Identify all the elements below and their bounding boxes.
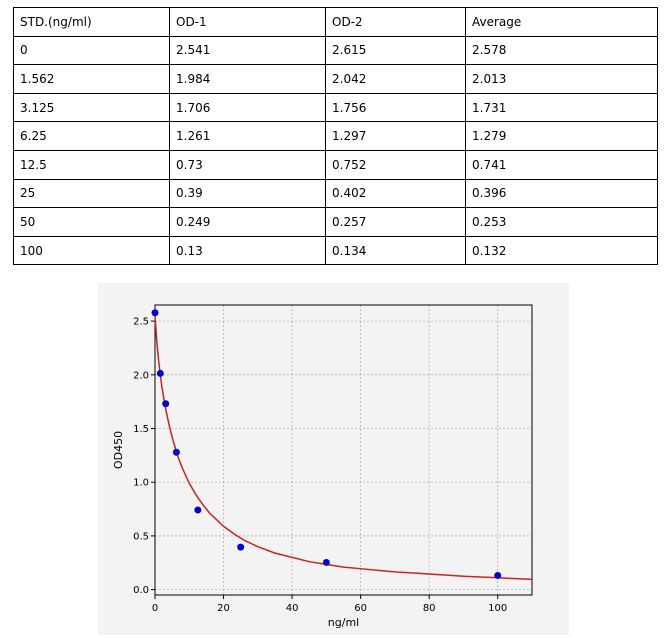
table-cell: 0.402 [325, 178, 466, 209]
table-row: 12.5 0.73 0.752 0.741 [13, 149, 658, 180]
table-cell: 2.042 [325, 64, 466, 94]
table-header-cell: Average [465, 7, 658, 37]
table-cell: 1.261 [169, 121, 326, 151]
y-tick-label: 0.5 [133, 531, 149, 542]
table-cell: 1.562 [13, 64, 170, 94]
table-cell: 1.706 [169, 92, 326, 123]
table-cell: 0.396 [465, 178, 658, 209]
plot-frame [154, 304, 533, 596]
table-cell: 12.5 [13, 149, 170, 180]
fit-curve [154, 315, 533, 581]
table-cell: 0.73 [169, 149, 326, 180]
y-tick-label: 0.0 [133, 585, 149, 596]
y-axis-ticks: 0.0 0.5 1.0 1.5 2.0 2.5 [133, 317, 155, 596]
data-point [194, 506, 202, 514]
table-cell: 1.984 [169, 64, 326, 94]
table-cell: 0.741 [465, 149, 658, 180]
table-row: 3.125 1.706 1.756 1.731 [13, 92, 658, 123]
table-cell: 2.615 [325, 35, 466, 66]
table-cell: 0.134 [325, 235, 466, 266]
table-header-row: STD.(ng/ml) OD-1 OD-2 Average [13, 7, 658, 37]
x-tick-label: 80 [423, 603, 436, 614]
data-points [151, 309, 502, 579]
x-tick-label: 0 [152, 603, 158, 614]
y-tick-label: 2.0 [133, 370, 149, 381]
table-cell: 3.125 [13, 92, 170, 123]
table-row: 50 0.249 0.257 0.253 [13, 207, 658, 237]
y-axis-label: OD450 [112, 431, 125, 469]
table-cell: 100 [13, 235, 170, 266]
table-cell: 6.25 [13, 121, 170, 151]
table-cell: 2.578 [465, 35, 658, 66]
x-tick-label: 100 [488, 603, 507, 614]
standard-table-body: STD.(ng/ml) OD-1 OD-2 Average 0 2.541 2.615 2.5… [13, 7, 658, 266]
table-row: 6.25 1.261 1.297 1.279 [13, 121, 658, 151]
data-point [494, 571, 502, 579]
data-point [322, 558, 330, 566]
x-tick-label: 20 [217, 603, 230, 614]
table-cell: 0.132 [465, 235, 658, 266]
y-tick-label: 1.0 [133, 478, 149, 489]
x-tick-label: 40 [286, 603, 299, 614]
table-row: 25 0.39 0.402 0.396 [13, 178, 658, 209]
table-cell: 2.013 [465, 64, 658, 94]
data-point [237, 543, 245, 551]
grid [154, 305, 532, 595]
table-cell: 50 [13, 207, 170, 237]
table-cell: 0.752 [325, 149, 466, 180]
data-point [151, 309, 159, 317]
table-header-cell: STD.(ng/ml) [13, 7, 170, 37]
table-cell: 0.13 [169, 235, 326, 266]
data-point [172, 448, 180, 456]
x-tick-label: 60 [354, 603, 367, 614]
table-cell: 0.253 [465, 207, 658, 237]
table-header-cell: OD-1 [169, 7, 326, 37]
table-cell: 0 [13, 35, 170, 66]
y-tick-label: 1.5 [133, 424, 149, 435]
table-cell: 0.39 [169, 178, 326, 209]
table-cell: 25 [13, 178, 170, 209]
table-row: 100 0.13 0.134 0.132 [13, 235, 658, 266]
standard-table: STD.(ng/ml) OD-1 OD-2 Average 0 2.541 2.615 2.5… [13, 7, 658, 266]
table-cell: 1.279 [465, 121, 658, 151]
standard-curve-chart: 0 20 40 60 80 100 0.0 0.5 1.0 1.5 2.0 2.5 ng/ml OD… [112, 304, 533, 629]
table-header-cell: OD-2 [325, 7, 466, 37]
table-row: 0 2.541 2.615 2.578 [13, 35, 658, 66]
data-point [162, 400, 170, 408]
table-cell: 2.541 [169, 35, 326, 66]
table-cell: 1.297 [325, 121, 466, 151]
data-point [156, 369, 164, 377]
y-tick-label: 2.5 [133, 317, 149, 328]
x-axis-label: ng/ml [328, 616, 359, 629]
table-cell: 1.756 [325, 92, 466, 123]
table-cell: 0.257 [325, 207, 466, 237]
table-cell: 1.731 [465, 92, 658, 123]
table-row: 1.562 1.984 2.042 2.013 [13, 64, 658, 94]
table-cell: 0.249 [169, 207, 326, 237]
x-axis-ticks: 0 20 40 60 80 100 [152, 595, 507, 614]
plot-background [98, 283, 569, 635]
